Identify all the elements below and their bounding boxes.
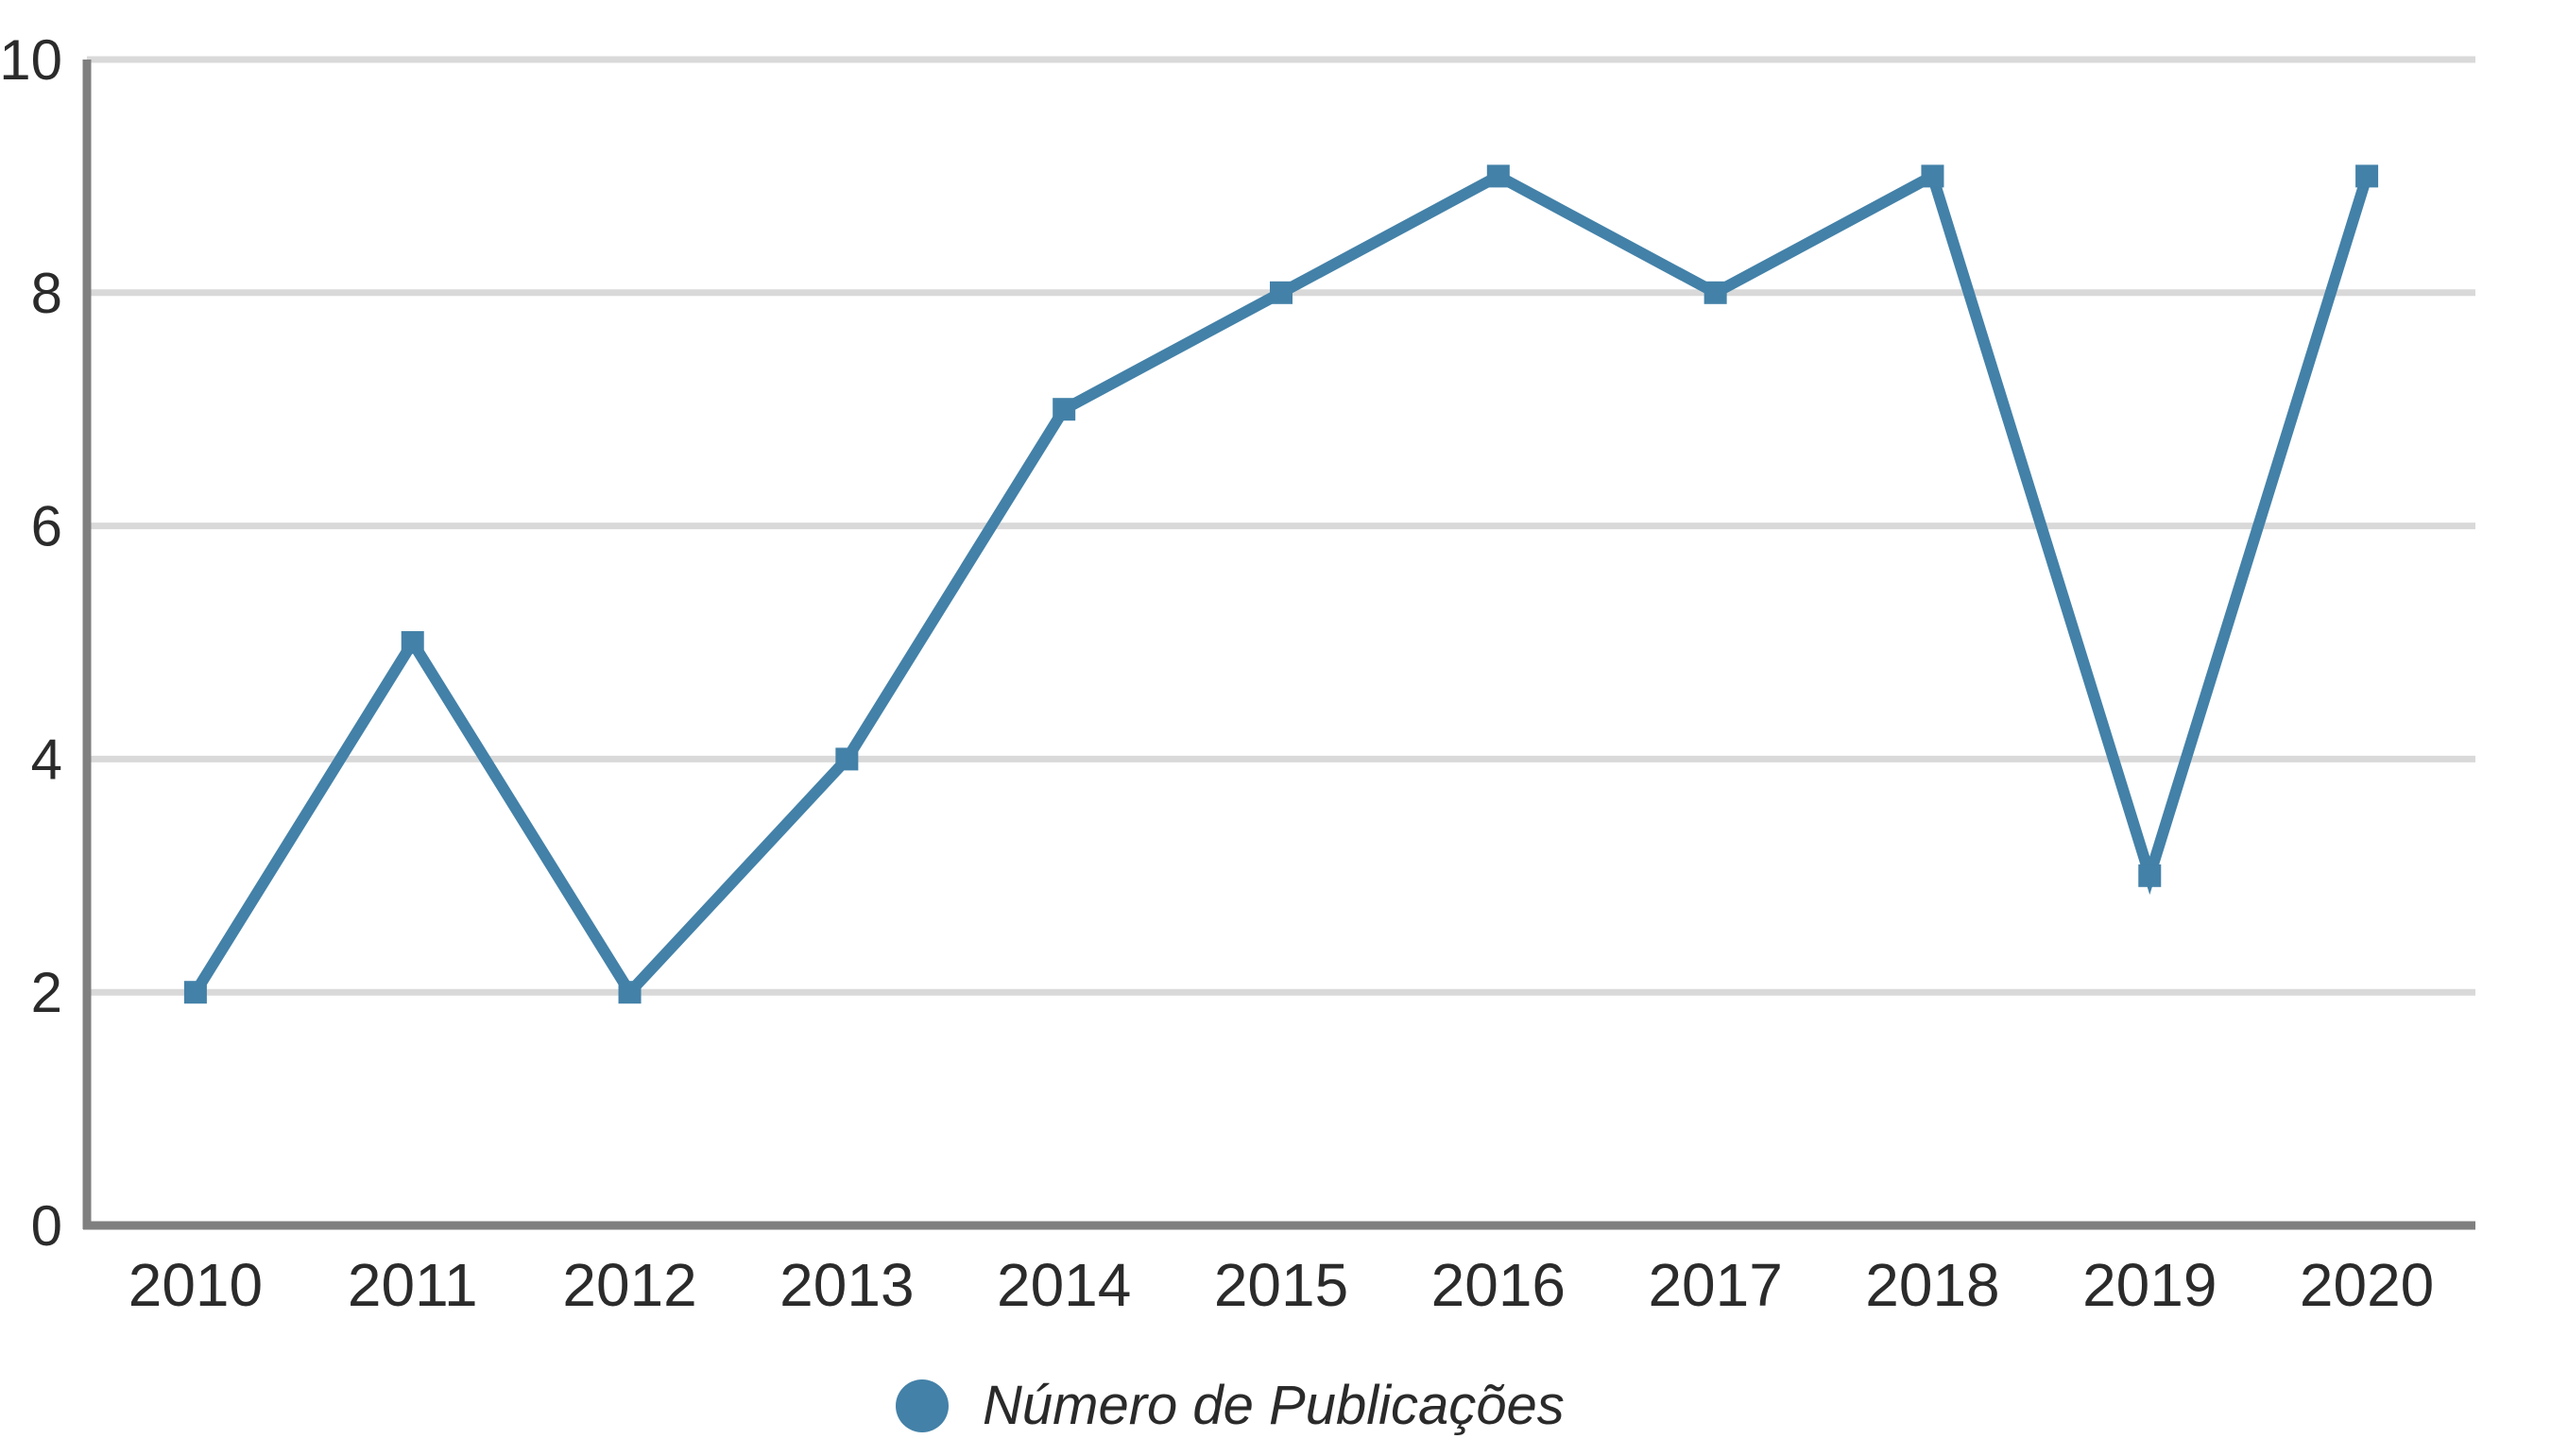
- x-tick-label: 2018: [1865, 1251, 1999, 1319]
- data-point-marker: [401, 631, 424, 654]
- data-point-marker: [1486, 164, 1510, 188]
- x-tick-label: 2020: [2300, 1251, 2434, 1319]
- data-point-marker: [618, 981, 642, 1004]
- x-tick-label: 2014: [997, 1251, 1131, 1319]
- x-tick-label: 2019: [2082, 1251, 2217, 1319]
- y-tick-label: 2: [31, 961, 62, 1024]
- y-tick-label: 6: [31, 495, 62, 558]
- data-point-marker: [2355, 164, 2379, 188]
- y-tick-label: 4: [31, 728, 62, 791]
- data-point-marker: [183, 981, 207, 1004]
- data-point-marker: [1053, 398, 1076, 421]
- data-point-marker: [1921, 164, 1944, 188]
- x-tick-label: 2010: [128, 1251, 263, 1319]
- x-tick-label: 2017: [1648, 1251, 1782, 1319]
- y-tick-label: 10: [0, 28, 62, 92]
- y-tick-label: 8: [31, 262, 62, 325]
- legend: Número de Publicações: [896, 1374, 1565, 1437]
- x-tick-label: 2015: [1214, 1251, 1348, 1319]
- y-tick-label: 0: [31, 1194, 62, 1258]
- data-point-marker: [1704, 281, 1727, 304]
- x-tick-label: 2016: [1431, 1251, 1566, 1319]
- data-point-marker: [2138, 864, 2162, 887]
- data-point-marker: [1270, 281, 1293, 304]
- x-tick-label: 2012: [562, 1251, 696, 1319]
- legend-label: Número de Publicações: [983, 1375, 1565, 1436]
- data-point-marker: [835, 747, 859, 771]
- x-tick-label: 2013: [779, 1251, 914, 1319]
- legend-marker-icon: [896, 1379, 949, 1432]
- x-tick-label: 2011: [348, 1251, 478, 1319]
